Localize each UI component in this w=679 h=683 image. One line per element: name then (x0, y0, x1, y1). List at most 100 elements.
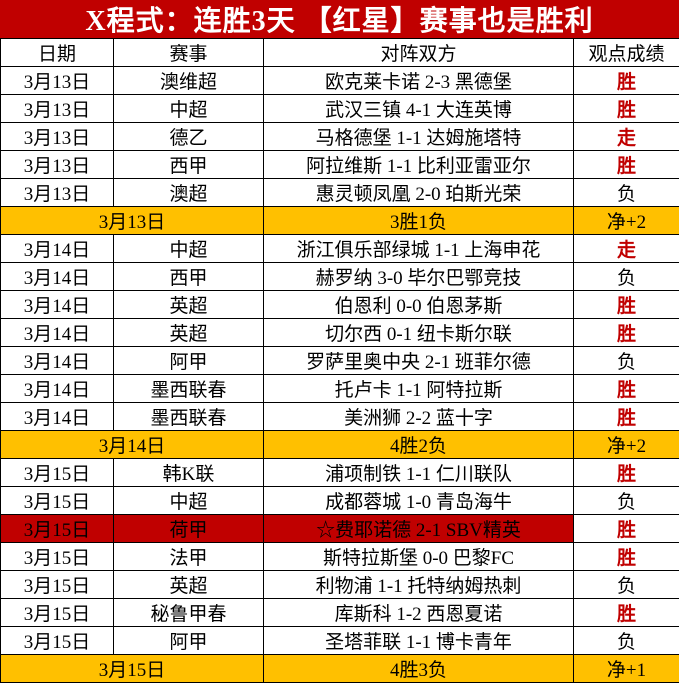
cell-date: 3月13日 (1, 179, 114, 207)
cell-result: 胜 (574, 67, 679, 95)
cell-match: 美洲狮 2-2 蓝十字 (264, 403, 574, 431)
table-row: 3月13日 德乙 马格德堡 1-1 达姆施塔特 走 (1, 123, 679, 151)
cell-result: 胜 (574, 319, 679, 347)
cell-result: 胜 (574, 515, 679, 543)
cell-match: 武汉三镇 4-1 大连英博 (264, 95, 574, 123)
cell-league: 阿甲 (114, 347, 264, 375)
cell-league: 澳维超 (114, 67, 264, 95)
table-row: 3月14日 西甲 赫罗纳 3-0 毕尔巴鄂竞技 负 (1, 263, 679, 291)
cell-result: 负 (574, 627, 679, 655)
cell-result: 胜 (574, 151, 679, 179)
cell-league: 中超 (114, 235, 264, 263)
header-row: 日期 赛事 对阵双方 观点成绩 (1, 39, 679, 67)
cell-result: 负 (574, 263, 679, 291)
cell-match: 罗萨里奥中央 2-1 班菲尔德 (264, 347, 574, 375)
cell-result: 胜 (574, 599, 679, 627)
table-row: 3月15日 英超 利物浦 1-1 托特纳姆热刺 负 (1, 571, 679, 599)
summary-record: 4胜3负 (264, 655, 574, 683)
summary-row: 3月15日 4胜3负 净+1 (1, 655, 679, 683)
cell-date: 3月14日 (1, 347, 114, 375)
cell-date: 3月15日 (1, 487, 114, 515)
cell-date: 3月14日 (1, 235, 114, 263)
table-row: 3月14日 墨西联春 托卢卡 1-1 阿特拉斯 胜 (1, 375, 679, 403)
cell-result: 胜 (574, 403, 679, 431)
cell-match: 库斯科 1-2 西恩夏诺 (264, 599, 574, 627)
cell-date: 3月14日 (1, 263, 114, 291)
cell-match: 赫罗纳 3-0 毕尔巴鄂竞技 (264, 263, 574, 291)
cell-match: ☆费耶诺德 2-1 SBV精英 (264, 515, 574, 543)
summary-net: 净+2 (574, 431, 679, 459)
summary-row: 3月13日 3胜1负 净+2 (1, 207, 679, 235)
cell-league: 中超 (114, 487, 264, 515)
cell-league: 英超 (114, 291, 264, 319)
cell-league: 墨西联春 (114, 375, 264, 403)
cell-date: 3月14日 (1, 319, 114, 347)
cell-league: 德乙 (114, 123, 264, 151)
table-row: 3月14日 中超 浙江俱乐部绿城 1-1 上海申花 走 (1, 235, 679, 263)
cell-date: 3月15日 (1, 599, 114, 627)
table-row: 3月14日 阿甲 罗萨里奥中央 2-1 班菲尔德 负 (1, 347, 679, 375)
table-row: 3月13日 澳维超 欧克莱卡诺 2-3 黑德堡 胜 (1, 67, 679, 95)
cell-match: 马格德堡 1-1 达姆施塔特 (264, 123, 574, 151)
cell-league: 英超 (114, 571, 264, 599)
summary-date: 3月13日 (1, 207, 264, 235)
cell-league: 阿甲 (114, 627, 264, 655)
table-row: 3月14日 英超 切尔西 0-1 纽卡斯尔联 胜 (1, 319, 679, 347)
cell-match: 切尔西 0-1 纽卡斯尔联 (264, 319, 574, 347)
cell-league: 英超 (114, 319, 264, 347)
table-row: 3月14日 英超 伯恩利 0-0 伯恩茅斯 胜 (1, 291, 679, 319)
summary-date: 3月14日 (1, 431, 264, 459)
cell-league: 法甲 (114, 543, 264, 571)
table-row: 3月15日 阿甲 圣塔菲联 1-1 博卡青年 负 (1, 627, 679, 655)
cell-league: 荷甲 (114, 515, 264, 543)
cell-match: 托卢卡 1-1 阿特拉斯 (264, 375, 574, 403)
summary-net: 净+2 (574, 207, 679, 235)
cell-date: 3月13日 (1, 95, 114, 123)
cell-date: 3月13日 (1, 151, 114, 179)
cell-match: 阿拉维斯 1-1 比利亚雷亚尔 (264, 151, 574, 179)
summary-net: 净+1 (574, 655, 679, 683)
header-date: 日期 (1, 39, 114, 67)
cell-date: 3月14日 (1, 403, 114, 431)
table-row: 3月15日 法甲 斯特拉斯堡 0-0 巴黎FC 胜 (1, 543, 679, 571)
results-table-body: 3月13日 澳维超 欧克莱卡诺 2-3 黑德堡 胜 3月13日 中超 武汉三镇 … (1, 67, 679, 683)
cell-date: 3月15日 (1, 571, 114, 599)
table-row: 3月15日 中超 成都蓉城 1-0 青岛海牛 负 (1, 487, 679, 515)
cell-match: 圣塔菲联 1-1 博卡青年 (264, 627, 574, 655)
cell-league: 西甲 (114, 263, 264, 291)
cell-match: 惠灵顿凤凰 2-0 珀斯光荣 (264, 179, 574, 207)
table-row: 3月14日 墨西联春 美洲狮 2-2 蓝十字 胜 (1, 403, 679, 431)
cell-result: 走 (574, 123, 679, 151)
cell-match: 伯恩利 0-0 伯恩茅斯 (264, 291, 574, 319)
cell-league: 中超 (114, 95, 264, 123)
cell-league: 韩K联 (114, 459, 264, 487)
table-row: 3月15日 秘鲁甲春 库斯科 1-2 西恩夏诺 胜 (1, 599, 679, 627)
cell-result: 胜 (574, 375, 679, 403)
cell-match: 利物浦 1-1 托特纳姆热刺 (264, 571, 574, 599)
cell-date: 3月13日 (1, 67, 114, 95)
header-league: 赛事 (114, 39, 264, 67)
cell-league: 秘鲁甲春 (114, 599, 264, 627)
betting-record-sheet: X程式：连胜3天 【红星】赛事也是胜利 日期 赛事 对阵双方 观点成绩 3月13… (0, 0, 679, 617)
summary-record: 4胜2负 (264, 431, 574, 459)
results-table: 日期 赛事 对阵双方 观点成绩 3月13日 澳维超 欧克莱卡诺 2-3 黑德堡 … (0, 38, 679, 683)
cell-match: 浙江俱乐部绿城 1-1 上海申花 (264, 235, 574, 263)
cell-date: 3月13日 (1, 123, 114, 151)
cell-result: 走 (574, 235, 679, 263)
cell-league: 西甲 (114, 151, 264, 179)
cell-result: 胜 (574, 459, 679, 487)
cell-match: 成都蓉城 1-0 青岛海牛 (264, 487, 574, 515)
table-row: 3月13日 澳超 惠灵顿凤凰 2-0 珀斯光荣 负 (1, 179, 679, 207)
table-row: 3月13日 西甲 阿拉维斯 1-1 比利亚雷亚尔 胜 (1, 151, 679, 179)
cell-date: 3月15日 (1, 515, 114, 543)
cell-result: 负 (574, 487, 679, 515)
cell-date: 3月15日 (1, 627, 114, 655)
cell-result: 胜 (574, 95, 679, 123)
summary-row: 3月14日 4胜2负 净+2 (1, 431, 679, 459)
cell-league: 墨西联春 (114, 403, 264, 431)
cell-result: 负 (574, 347, 679, 375)
table-row: 3月15日 韩K联 浦项制铁 1-1 仁川联队 胜 (1, 459, 679, 487)
cell-match: 斯特拉斯堡 0-0 巴黎FC (264, 543, 574, 571)
cell-match: 浦项制铁 1-1 仁川联队 (264, 459, 574, 487)
table-row: 3月15日 荷甲 ☆费耶诺德 2-1 SBV精英 胜 (1, 515, 679, 543)
